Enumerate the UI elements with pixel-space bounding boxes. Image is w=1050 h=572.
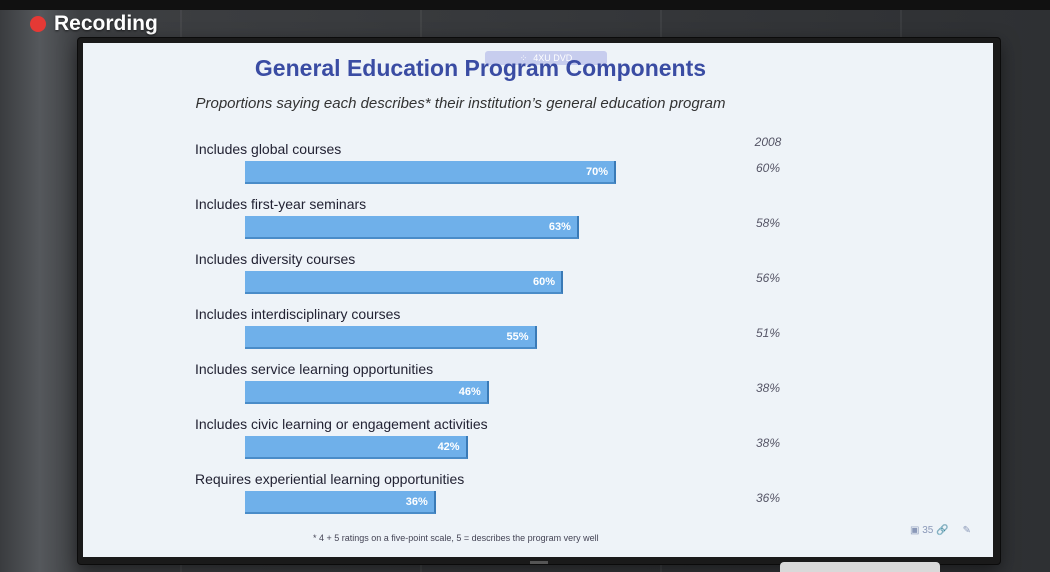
screen-share-badge: ⁘ 4XU DVD — [485, 51, 607, 65]
recording-indicator: Recording — [30, 10, 158, 38]
bar: 70% — [245, 161, 616, 184]
chart-row: Includes civic learning or engagement ac… — [195, 410, 795, 465]
bar: 63% — [245, 216, 579, 239]
year-column-header: 2008 — [754, 135, 782, 149]
bar: 36% — [245, 491, 436, 514]
bar-value-label: 63% — [548, 220, 571, 233]
slide-title: General Education Program Components — [254, 55, 707, 81]
presenter-icon[interactable]: ▣ 35 🔗 — [910, 525, 949, 536]
footnote: * 4 + 5 ratings on a five-point scale, 5… — [313, 533, 599, 543]
prior-year-value: 58% — [755, 216, 781, 230]
chart-row: Includes global courses 70% 60% — [195, 135, 795, 190]
monitor: ⁘ 4XU DVD General Education Program Comp… — [78, 38, 1000, 564]
record-dot-icon — [30, 16, 46, 32]
prior-year-value: 60% — [755, 161, 781, 175]
category-label: Includes service learning opportunities — [195, 361, 434, 377]
category-label: Includes interdisciplinary courses — [195, 306, 401, 322]
slide-screen: ⁘ 4XU DVD General Education Program Comp… — [83, 43, 993, 557]
bar: 46% — [245, 381, 489, 404]
bar: 42% — [245, 436, 468, 459]
slide-toolbar: ▣ 35 🔗 ✎ — [910, 525, 971, 536]
bar-value-label: 46% — [458, 385, 481, 398]
prior-year-value: 56% — [755, 271, 781, 285]
slide-subtitle: Proportions saying each describes* their… — [195, 95, 726, 112]
bar: 55% — [245, 326, 537, 349]
prior-year-value: 38% — [755, 436, 781, 450]
bar: 60% — [245, 271, 563, 294]
category-label: Includes first-year seminars — [195, 196, 367, 212]
chart-row: Includes first-year seminars 63% 58% — [195, 190, 795, 245]
top-edge — [0, 0, 1050, 10]
prior-year-value: 36% — [755, 491, 781, 505]
chart-row: Requires experiential learning opportuni… — [195, 465, 795, 520]
chart-row: Includes service learning opportunities 4… — [195, 355, 795, 410]
bar-value-label: 60% — [532, 275, 555, 288]
recording-label: Recording — [54, 12, 158, 35]
badge-label: 4XU DVD — [533, 53, 573, 63]
prior-year-value: 38% — [755, 381, 781, 395]
bar-chart: Includes global courses 70% 60% Includes fi… — [195, 135, 795, 520]
chart-row: Includes diversity courses 60% 56% — [195, 245, 795, 300]
monitor-logo — [530, 561, 548, 564]
category-label: Requires experiential learning opportuni… — [195, 471, 465, 487]
bar-value-label: 42% — [437, 440, 460, 453]
category-label: Includes diversity courses — [195, 251, 356, 267]
prior-year-value: 51% — [755, 326, 781, 340]
slide-count: 35 — [922, 525, 934, 536]
chart-row: Includes interdisciplinary courses 55% 51% — [195, 300, 795, 355]
bar-value-label: 70% — [585, 165, 608, 178]
paper-edge — [780, 562, 940, 572]
wifi-icon: ⁘ — [519, 52, 528, 63]
bar-value-label: 55% — [506, 330, 529, 343]
pen-icon[interactable]: ✎ — [962, 525, 971, 536]
category-label: Includes civic learning or engagement ac… — [195, 416, 488, 432]
category-label: Includes global courses — [195, 141, 342, 157]
bar-value-label: 36% — [405, 495, 428, 508]
